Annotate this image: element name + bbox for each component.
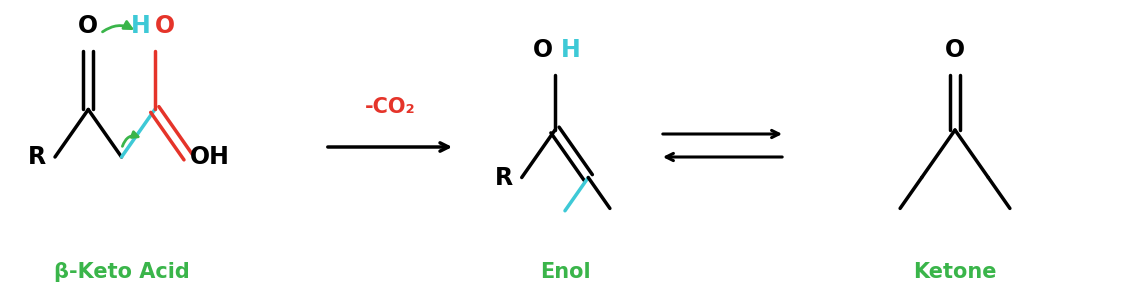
Text: -CO₂: -CO₂: [365, 97, 415, 117]
Text: R: R: [494, 166, 513, 190]
Text: O: O: [945, 38, 965, 62]
Text: Ketone: Ketone: [913, 262, 997, 282]
Text: O: O: [78, 15, 99, 39]
FancyArrowPatch shape: [102, 22, 132, 32]
Text: β-Keto Acid: β-Keto Acid: [53, 262, 189, 282]
Text: O: O: [533, 38, 553, 62]
Text: Enol: Enol: [540, 262, 591, 282]
Text: OH: OH: [191, 145, 230, 169]
Text: H: H: [130, 15, 151, 39]
Text: O: O: [154, 15, 175, 39]
Text: H: H: [561, 38, 581, 62]
FancyArrowPatch shape: [122, 132, 138, 146]
Text: R: R: [28, 145, 46, 169]
